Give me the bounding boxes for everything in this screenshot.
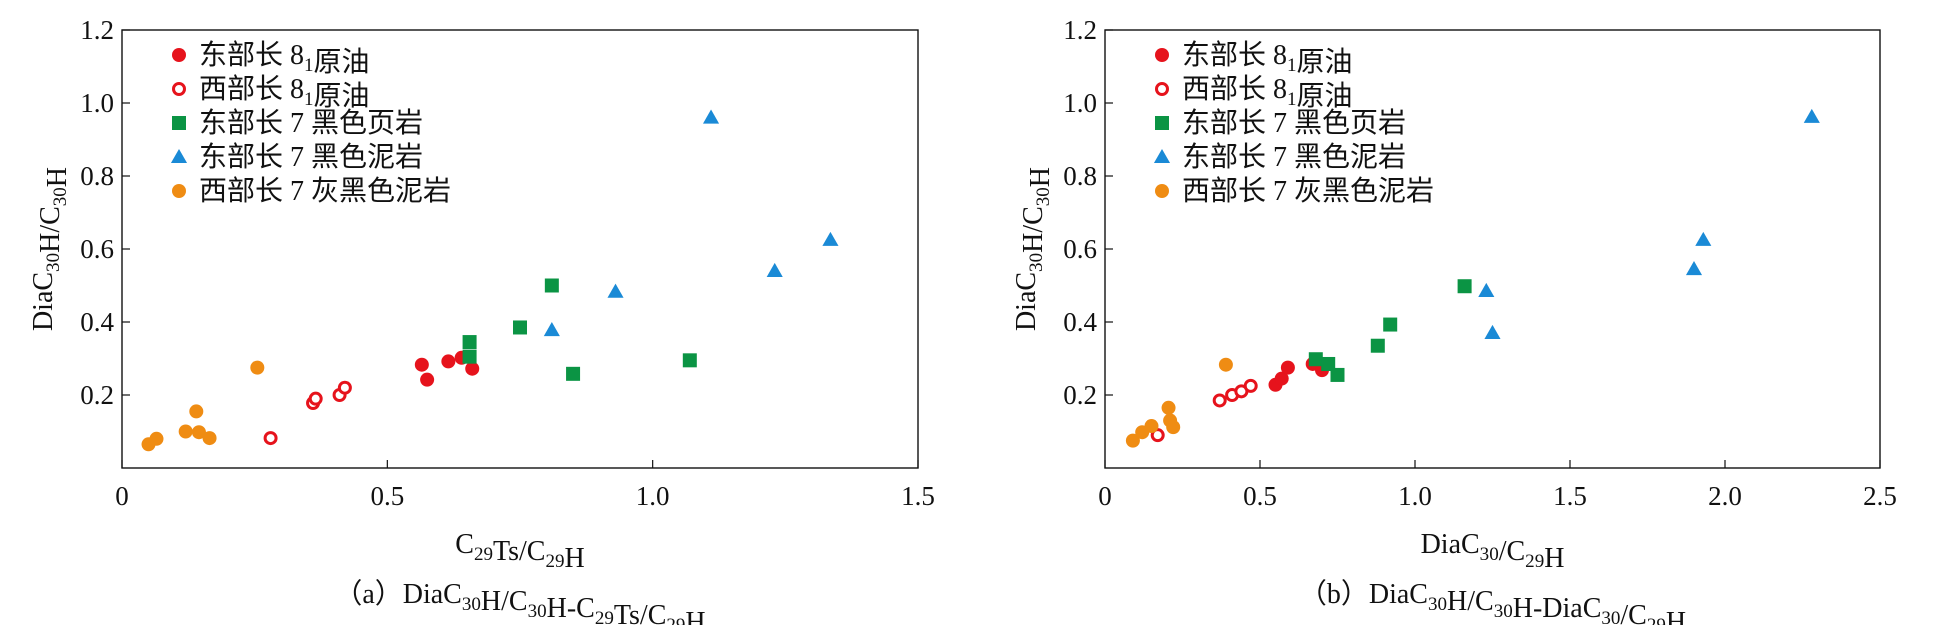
data-point	[1280, 360, 1295, 375]
data-point	[308, 391, 323, 406]
legend-label: 东部长 7 黑色泥岩	[199, 141, 423, 173]
data-point	[566, 366, 581, 381]
panel-caption: （b）DiaC30H/C30H-DiaC30/C29H	[1299, 578, 1686, 625]
legend-marker	[170, 148, 188, 164]
y-tick-label: 0.2	[80, 380, 114, 410]
data-point	[250, 360, 265, 375]
data-point	[1695, 231, 1712, 246]
legend-label: 西部长 81原油	[199, 73, 370, 112]
y-tick-label: 1.0	[80, 88, 114, 118]
y-axis-label: DiaC30H/C30H	[1011, 167, 1056, 331]
data-point	[1478, 282, 1495, 298]
y-tick-label: 0.4	[1063, 307, 1097, 337]
data-point	[1457, 279, 1472, 294]
x-axis-label: DiaC30/C29H	[1421, 529, 1565, 574]
data-point	[1274, 371, 1289, 386]
chart-panel-b: 0 0.5 1.0 1.5 2.0 2.5 0.2 0.4 0.6 0.8 1.0 1.2 DiaC30…	[1011, 15, 1897, 625]
data-point	[1150, 428, 1165, 443]
legend-marker	[172, 82, 186, 96]
data-point	[263, 431, 278, 446]
data-point	[1125, 433, 1140, 448]
x-axis-label: C29Ts/C29H	[455, 529, 584, 574]
x-tick-label: 1.0	[636, 481, 670, 511]
data-point	[1243, 378, 1258, 393]
panel-caption: （a）DiaC30H/C30H-C29Ts/C29H	[334, 578, 705, 625]
y-tick-label: 0.6	[80, 234, 114, 264]
legend-label: 东部长 81原油	[1182, 39, 1353, 78]
x-tick-label: 2.0	[1708, 481, 1742, 511]
legend-label: 西部长 81原油	[1182, 73, 1353, 112]
data-point	[544, 278, 559, 293]
legend-marker	[172, 184, 186, 198]
data-point	[1370, 338, 1385, 353]
y-tick-label: 0.8	[80, 161, 114, 191]
data-point	[337, 380, 352, 395]
legend-label: 东部长 7 黑色页岩	[199, 107, 423, 139]
x-tick-label: 2.5	[1863, 481, 1897, 511]
data-point	[1161, 400, 1176, 415]
y-tick-label: 0.2	[1063, 380, 1097, 410]
data-point	[462, 349, 477, 364]
data-point	[513, 320, 527, 335]
x-tick-label: 0	[1098, 481, 1112, 511]
data-point	[702, 109, 720, 124]
legend-marker	[1155, 116, 1169, 130]
data-point	[191, 425, 206, 440]
legend-marker	[1153, 148, 1171, 164]
data-point	[1383, 317, 1398, 332]
legend-marker	[172, 116, 186, 130]
legend-label: 西部长 7 灰黑色泥岩	[199, 175, 451, 207]
data-point	[607, 283, 624, 298]
data-point	[766, 262, 783, 277]
y-tick-label: 1.2	[80, 15, 114, 45]
y-tick-label: 0.4	[80, 307, 114, 337]
x-tick-label: 0.5	[1243, 481, 1277, 511]
x-tick-label: 1.5	[901, 481, 935, 511]
data-point	[1212, 393, 1227, 408]
x-tick-label: 1.0	[1398, 481, 1432, 511]
data-point	[1685, 261, 1703, 276]
legend-marker	[1155, 48, 1169, 62]
legend-label: 西部长 7 灰黑色泥岩	[1182, 175, 1434, 207]
y-axis-label: DiaC30H/C30H	[28, 167, 73, 331]
legend-marker	[1155, 184, 1169, 198]
data-point	[414, 357, 429, 372]
legend-label: 东部长 81原油	[199, 39, 370, 78]
data-point	[1218, 357, 1233, 372]
data-point	[465, 361, 480, 376]
chart-panel-a: 0 0.5 1.0 1.5 0.2 0.4 0.6 0.8 1.0 1.2 C29Ts/C29H Di…	[28, 15, 935, 625]
data-point	[543, 321, 560, 337]
data-point	[149, 431, 164, 446]
data-point	[189, 404, 204, 419]
data-point	[682, 353, 697, 368]
data-point	[202, 431, 217, 446]
x-tick-label: 0	[115, 481, 129, 511]
data-point	[1144, 419, 1159, 434]
data-point	[822, 231, 839, 246]
data-point	[1166, 420, 1181, 435]
legend-label: 东部长 7 黑色泥岩	[1182, 141, 1406, 173]
data-point	[462, 335, 477, 350]
x-tick-label: 1.5	[1553, 481, 1587, 511]
x-tick-label: 0.5	[370, 481, 404, 511]
legend-marker	[172, 48, 186, 62]
y-tick-label: 1.0	[1063, 88, 1097, 118]
data-point	[420, 372, 435, 387]
data-point	[1321, 356, 1336, 371]
y-tick-label: 1.2	[1063, 15, 1097, 45]
data-point	[1308, 352, 1323, 367]
legend-label: 东部长 7 黑色页岩	[1182, 107, 1406, 139]
data-point	[441, 354, 456, 369]
data-point	[1803, 108, 1820, 123]
data-point	[178, 424, 193, 439]
data-point	[1330, 367, 1345, 382]
y-tick-label: 0.8	[1063, 161, 1097, 191]
data-point	[1484, 324, 1501, 339]
y-tick-label: 0.6	[1063, 234, 1097, 264]
legend-marker	[1155, 82, 1169, 96]
